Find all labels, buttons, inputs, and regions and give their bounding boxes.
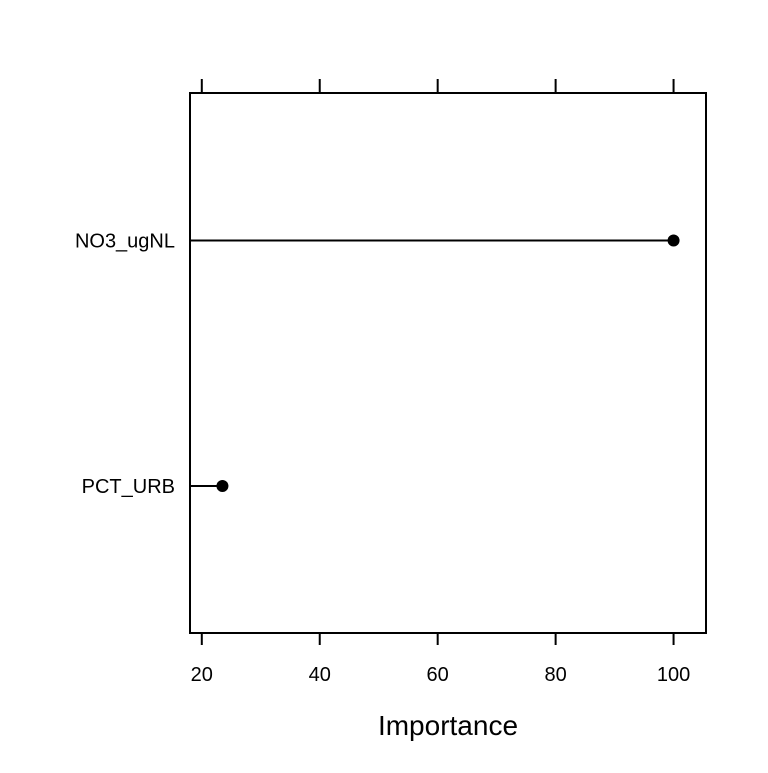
point-NO3_ugNL [667, 234, 680, 247]
x-axis-tick-labels: 20 40 60 80 100 [191, 664, 691, 686]
point-PCT_URB [216, 480, 229, 492]
category-label-NO3_ugNL: NO3_ugNL [75, 231, 175, 253]
x-axis-title: Importance [378, 710, 518, 741]
plot-frame [189, 92, 707, 634]
x-tick-label-20: 20 [191, 664, 213, 686]
x-tick-label-100: 100 [657, 664, 690, 686]
x-tick-label-40: 40 [309, 664, 331, 686]
importance-series [190, 234, 680, 492]
x-tick-label-80: 80 [544, 664, 566, 686]
x-axis-bottom-ticks [200, 633, 675, 645]
x-tick-label-60: 60 [427, 664, 449, 686]
x-axis-top-ticks [200, 79, 675, 93]
category-label-PCT_URB: PCT_URB [82, 476, 175, 498]
y-axis-category-labels: NO3_ugNL PCT_URB [75, 231, 175, 499]
